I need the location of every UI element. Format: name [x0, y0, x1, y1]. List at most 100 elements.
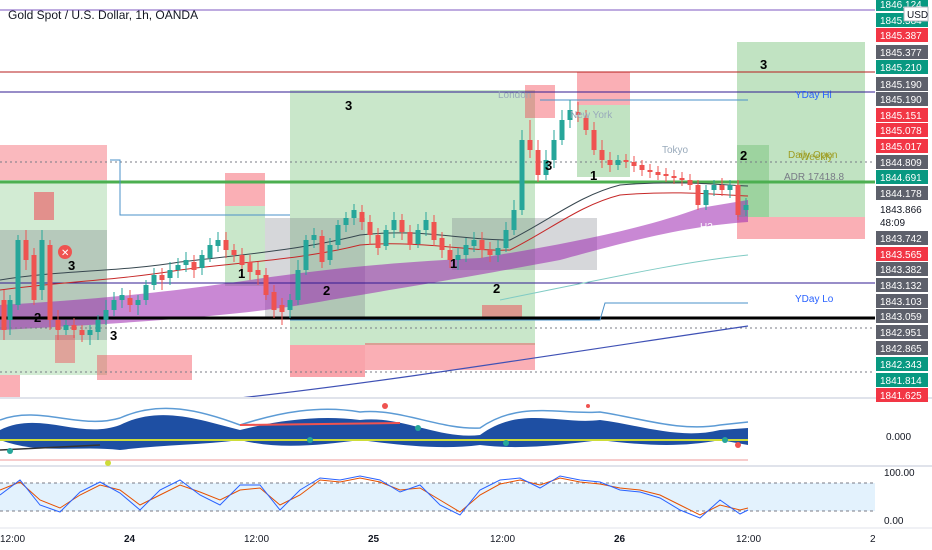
candle-body [87, 330, 93, 335]
price-tag-bg [876, 28, 928, 42]
candle-body [407, 232, 413, 245]
adr-label: ADR 17418.8 [784, 172, 844, 183]
price-tag-bg [876, 170, 928, 184]
candle-body [439, 238, 445, 250]
price-tag-bg [876, 123, 928, 137]
red-zone [365, 343, 535, 370]
price-tag-bg [876, 309, 928, 323]
price-tag: 1845.377 [880, 48, 922, 59]
candle-body [423, 220, 429, 230]
candle-body [295, 270, 301, 300]
candle-body [503, 230, 509, 248]
candle-body [687, 180, 693, 185]
candle-body [471, 240, 477, 246]
price-tag: 1841.814 [880, 376, 922, 387]
candle-body [191, 262, 197, 270]
candle-body [559, 120, 565, 140]
candle-body [127, 298, 133, 305]
candle-body [71, 325, 77, 330]
candle-body [7, 300, 13, 320]
candle-body [671, 176, 677, 178]
candle-body [479, 240, 485, 250]
candle-body [655, 172, 661, 175]
time-label: 26 [614, 534, 626, 545]
candle-body [175, 265, 181, 270]
price-tag-bg [876, 357, 928, 371]
candle-body [279, 305, 285, 312]
oscillator-pane [0, 403, 749, 466]
candle-body [183, 260, 189, 265]
candle-body [463, 245, 469, 255]
candle-body [47, 245, 53, 320]
price-scale[interactable]: 1846.124 1845.584 1845.387 1845.377 1845.210… [876, 0, 929, 402]
candle-body [679, 178, 685, 180]
ma-line [0, 192, 749, 291]
candle-body [263, 275, 269, 295]
price-tag: 1842.951 [880, 328, 922, 339]
price-tag-bg [876, 231, 928, 245]
wave-number: 3 [68, 258, 75, 273]
price-tag-bg [876, 77, 928, 91]
time-label: 12:00 [490, 534, 515, 545]
price-tag: 1843.103 [880, 297, 922, 308]
candle-body [327, 245, 333, 260]
candle-body [31, 255, 37, 300]
candle-body [351, 210, 357, 218]
price-tag-bg [876, 341, 928, 355]
weekly-label: Weekly [800, 152, 833, 163]
price-tag-bg [876, 262, 928, 276]
candle-body [287, 300, 293, 310]
chart-title: Gold Spot / U.S. Dollar, 1h, OANDA [8, 8, 199, 22]
candle-body [663, 174, 669, 176]
currency-label: USD [907, 10, 928, 21]
red-zone [225, 173, 265, 206]
candle-body [455, 255, 461, 260]
candle-body [447, 250, 453, 260]
yday-hi-label: YDay Hi [795, 90, 832, 101]
candle-body [583, 118, 589, 130]
candle-body [623, 160, 629, 162]
wave-number: 3 [345, 98, 352, 113]
price-tag: 1843.382 [880, 265, 922, 276]
red-zone [737, 217, 865, 239]
red-zone [34, 192, 54, 220]
price-tag: 1843.059 [880, 312, 922, 323]
candle-body [719, 185, 725, 190]
time-label: 2 [870, 534, 876, 545]
price-tag-bg [876, 60, 928, 74]
candle-body [615, 160, 621, 165]
currency-badge[interactable] [903, 6, 929, 22]
price-tag-bg [876, 108, 928, 122]
candle-body [159, 275, 165, 280]
time-label: 12:00 [244, 534, 269, 545]
price-tag: 1843.742 [880, 234, 922, 245]
candle-body [599, 150, 605, 160]
candle-body [487, 250, 493, 255]
london-label: London [498, 90, 531, 101]
yday-lo-label: YDay Lo [795, 294, 834, 305]
candle-body [63, 325, 69, 330]
price-tag-bg [876, 325, 928, 339]
candle-body [527, 140, 533, 150]
candle-body [207, 245, 213, 258]
price-tag-bg [876, 278, 928, 292]
candle-body [415, 230, 421, 244]
price-tag: 1845.017 [880, 142, 922, 153]
candle-body [311, 235, 317, 240]
candle-body [231, 250, 237, 255]
candle-body [631, 162, 637, 166]
candle-body [271, 292, 277, 310]
candle-body [735, 185, 741, 215]
candlesticks [1, 100, 749, 345]
candle-body [39, 240, 45, 290]
newyork-label: New York [570, 110, 613, 121]
red-zone [55, 335, 75, 363]
candle-body [639, 165, 645, 170]
candle-body [103, 310, 109, 320]
candle-body [255, 270, 261, 275]
price-tag-bg [876, 45, 928, 59]
candle-body [319, 236, 325, 262]
levels [0, 9, 875, 399]
time-axis[interactable]: 12:00 24 12:00 25 12:00 26 12:00 2 [0, 527, 932, 545]
